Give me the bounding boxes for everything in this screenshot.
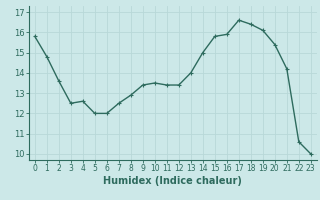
X-axis label: Humidex (Indice chaleur): Humidex (Indice chaleur) (103, 176, 242, 186)
